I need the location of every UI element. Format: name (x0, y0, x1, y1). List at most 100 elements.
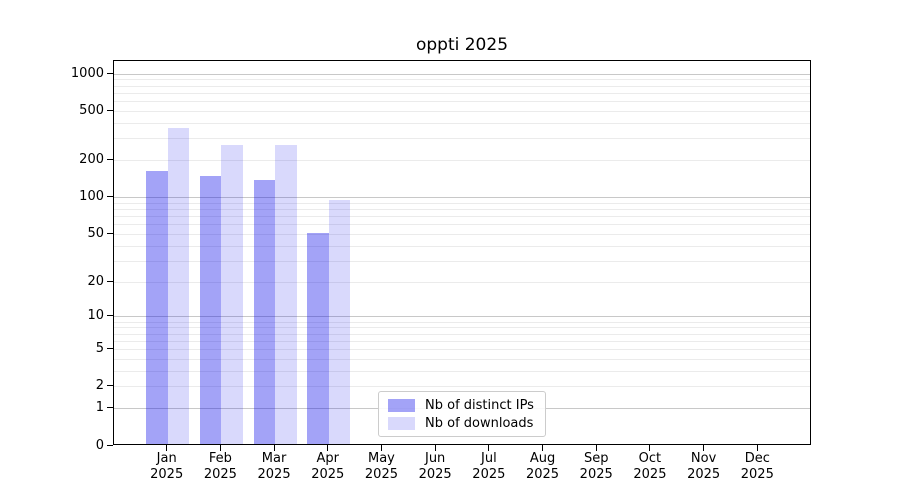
x-tick (273, 445, 275, 451)
bar-distinct-ips-jan (146, 170, 168, 444)
x-tick (380, 445, 382, 451)
x-tick-label-month: Jul (481, 451, 497, 466)
legend-item-distinct-ips: Nb of distinct IPs (388, 397, 536, 413)
gridline-minor (114, 340, 810, 342)
y-tick-label: 20 (87, 273, 104, 289)
x-tick (756, 445, 758, 451)
gridline-minor (114, 138, 810, 140)
plot-area (113, 60, 811, 445)
x-tick-label-jan: Jan 2025 (125, 451, 209, 483)
x-tick-label-month: May (368, 451, 395, 466)
bar-distinct-ips-feb (199, 175, 222, 444)
x-tick-label-year: 2025 (633, 467, 667, 482)
y-tick-label: 0 (95, 437, 104, 453)
x-tick (488, 445, 490, 451)
x-tick-label-month: Aug (529, 451, 556, 466)
y-tick (107, 348, 113, 350)
x-tick-label-year: 2025 (311, 467, 345, 482)
x-tick-label-month: Apr (316, 451, 340, 466)
y-tick (107, 444, 113, 446)
bar-downloads-mar (275, 145, 297, 444)
x-tick-label-month: Dec (744, 451, 770, 466)
gridline-minor (114, 208, 810, 210)
x-tick-label-year: 2025 (203, 467, 237, 482)
bars-layer (114, 61, 810, 444)
x-tick (703, 445, 705, 451)
x-tick-label-nov: Nov 2025 (662, 451, 746, 483)
x-tick-label-jun: Jun 2025 (393, 451, 477, 483)
x-tick-label-dec: Dec 2025 (715, 451, 799, 483)
x-tick-label-sep: Sep 2025 (554, 451, 638, 483)
gridline-minor (114, 386, 810, 388)
x-tick-label-month: Oct (638, 451, 662, 466)
y-tick (107, 315, 113, 317)
y-tick (107, 407, 113, 409)
y-tick-label: 1 (95, 400, 104, 416)
x-tick (327, 445, 329, 451)
gridline-minor (114, 370, 810, 372)
x-tick-label-year: 2025 (257, 467, 291, 482)
x-tick-label-year: 2025 (418, 467, 452, 482)
x-tick-label-month: Sep (583, 451, 609, 466)
y-tick (107, 158, 113, 160)
y-tick (107, 196, 113, 198)
x-tick-label-year: 2025 (579, 467, 613, 482)
gridline-minor (114, 79, 810, 81)
x-tick (595, 445, 597, 451)
bar-downloads-apr (328, 200, 351, 444)
gridline-minor (114, 327, 810, 329)
x-tick-label-year: 2025 (472, 467, 506, 482)
legend-label-distinct-ips: Nb of distinct IPs (425, 397, 534, 413)
x-tick-label-oct: Oct 2025 (608, 451, 692, 483)
bar-downloads-feb (221, 145, 243, 444)
x-tick-label-may: May 2025 (339, 451, 423, 483)
legend: Nb of distinct IPs Nb of downloads (378, 391, 546, 437)
x-tick (542, 445, 544, 451)
y-tick-label: 500 (79, 102, 104, 118)
y-tick-label: 1000 (70, 65, 104, 81)
x-tick-label-mar: Mar 2025 (232, 451, 316, 483)
gridline-minor (114, 260, 810, 262)
x-tick-label-feb: Feb 2025 (178, 451, 262, 483)
gridline-minor (114, 159, 810, 161)
x-tick-label-month: Nov (690, 451, 717, 466)
y-tick (107, 232, 113, 234)
gridline-major (114, 197, 810, 199)
gridline-major (114, 73, 810, 75)
gridline-minor (114, 110, 810, 112)
x-tick-label-month: Jun (424, 451, 446, 466)
x-tick (434, 445, 436, 451)
bar-downloads-jan (167, 127, 190, 444)
gridline-minor (114, 85, 810, 87)
gridline-minor (114, 224, 810, 226)
x-tick (219, 445, 221, 451)
gridline-minor (114, 216, 810, 218)
x-tick-label-year: 2025 (525, 467, 560, 482)
gridline-minor (114, 321, 810, 323)
gridline-minor (114, 202, 810, 204)
gridline-major (114, 316, 810, 318)
legend-swatch-distinct-ips-icon (388, 398, 415, 412)
legend-item-downloads: Nb of downloads (388, 415, 536, 431)
x-tick (649, 445, 651, 451)
y-tick-label: 100 (79, 189, 104, 205)
x-tick-label-year: 2025 (150, 467, 184, 482)
gridline-minor (114, 349, 810, 351)
y-tick (107, 109, 113, 111)
x-tick (166, 445, 168, 451)
x-tick-label-jul: Jul 2025 (447, 451, 531, 483)
bar-distinct-ips-apr (307, 233, 329, 444)
x-tick-label-month: Mar (261, 451, 287, 466)
x-tick-label-year: 2025 (364, 467, 398, 482)
x-tick-label-month: Feb (208, 451, 232, 466)
x-tick-label-year: 2025 (740, 467, 774, 482)
x-tick-label-month: Jan (156, 451, 177, 466)
chart-title: oppti 2025 (415, 35, 509, 55)
gridline-minor (114, 233, 810, 235)
bar-distinct-ips-mar (253, 179, 276, 444)
x-tick-label-apr: Apr 2025 (286, 451, 370, 483)
gridline-minor (114, 333, 810, 335)
legend-label-downloads: Nb of downloads (425, 415, 534, 431)
y-tick (107, 280, 113, 282)
